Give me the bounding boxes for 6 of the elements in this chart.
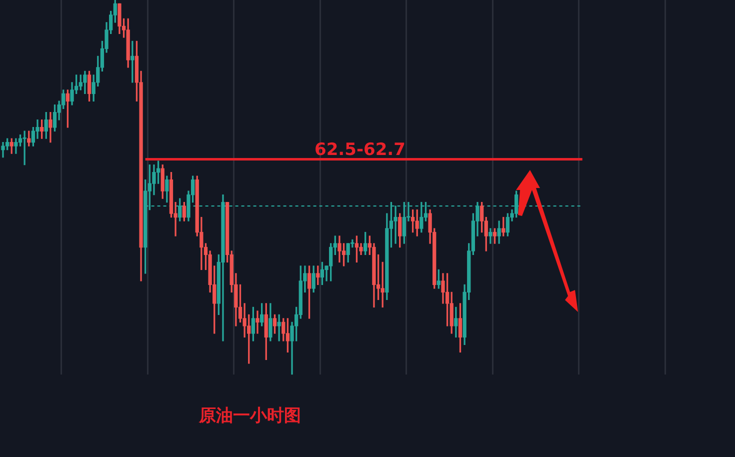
text: 原油一小时图 bbox=[198, 405, 302, 427]
candlestick bbox=[256, 310, 260, 334]
candlestick bbox=[277, 314, 281, 342]
annotation: 62.5-62.7 bbox=[314, 140, 406, 160]
candlestick bbox=[22, 130, 26, 166]
candlestick bbox=[394, 206, 398, 244]
